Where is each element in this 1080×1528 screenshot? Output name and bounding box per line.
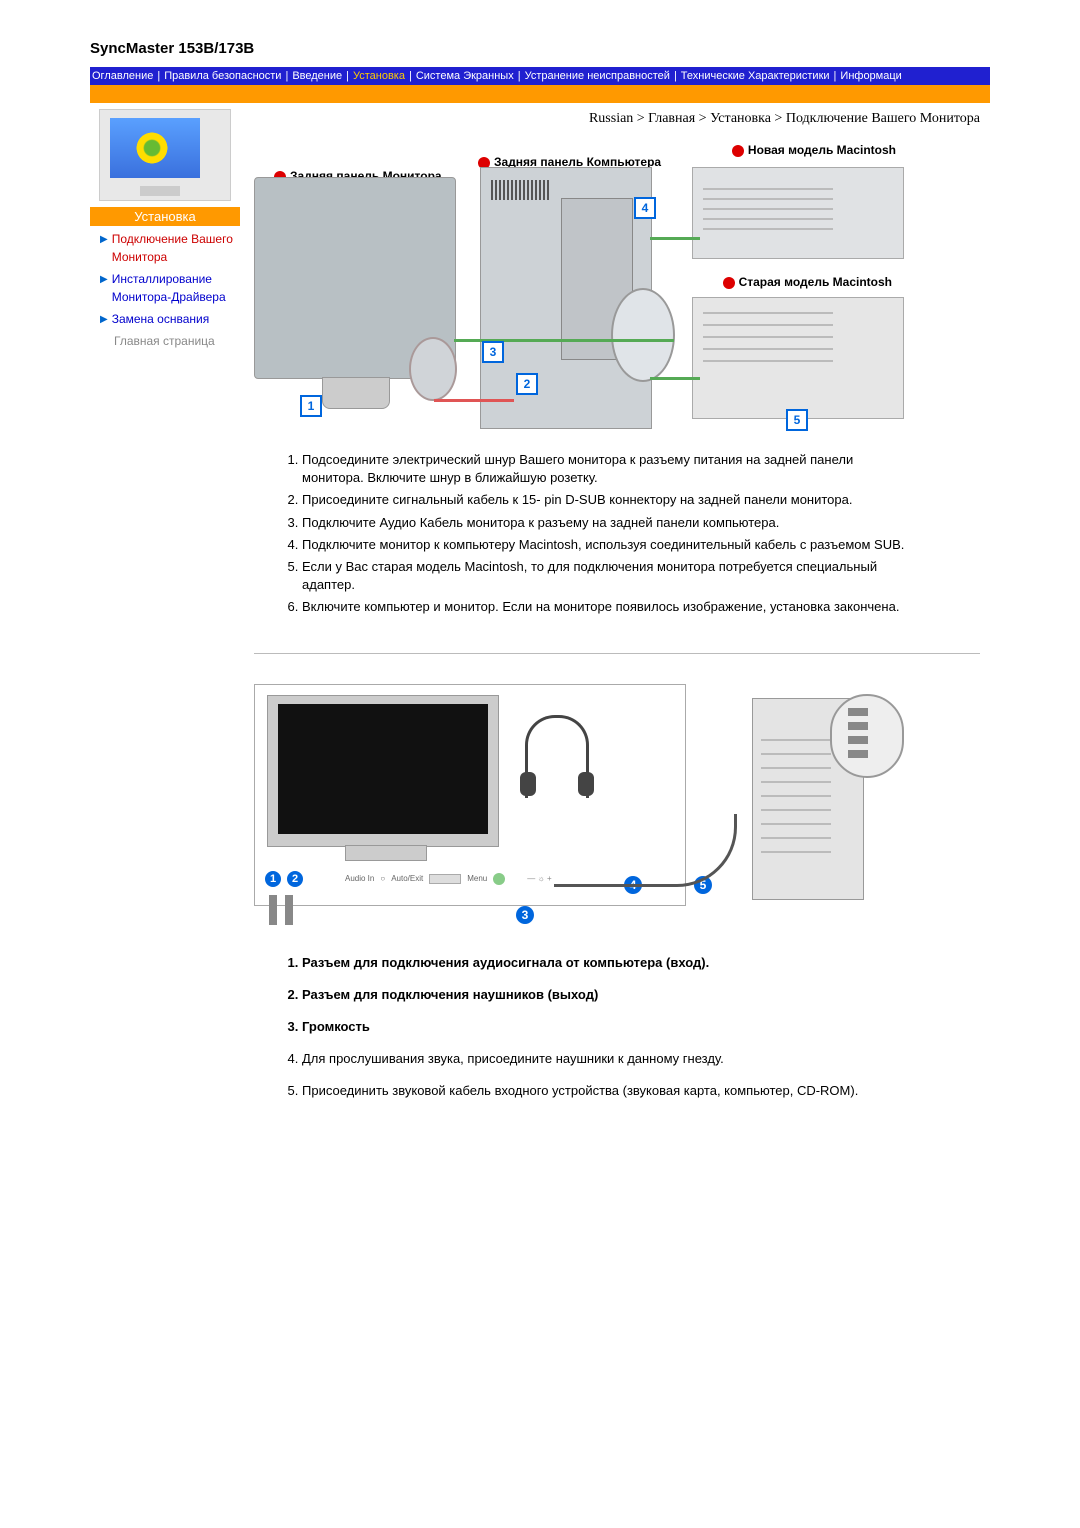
monitor-front-illustration: [267, 695, 499, 847]
sidebar-link[interactable]: Главная страница: [100, 332, 234, 350]
instruction-list-1: Подсоедините электрический шнур Вашего м…: [254, 451, 914, 617]
nav-item-active[interactable]: Установка: [351, 70, 407, 82]
sidebar-link[interactable]: ▶Подключение Вашего Монитора: [100, 230, 234, 266]
diagram-badge: 1: [300, 395, 322, 417]
headphone-icon: [525, 715, 589, 798]
sidebar-link[interactable]: ▶Инсталлирование Монитора-Драйвера: [100, 270, 234, 306]
zoom-circle: [830, 694, 904, 778]
sidebar: Установка ▶Подключение Вашего Монитора ▶…: [90, 103, 240, 1114]
breadcrumb: Russian > Главная > Установка > Подключе…: [254, 111, 980, 127]
nav-item[interactable]: Устранение неисправностей: [523, 70, 672, 82]
pc-back-illustration: [480, 167, 652, 429]
sidebar-thumbnail: [99, 109, 231, 201]
instruction-item: Подсоедините электрический шнур Вашего м…: [302, 451, 914, 487]
instruction-item: Разъем для подключения аудиосигнала от к…: [302, 954, 914, 972]
page-title: SyncMaster 153B/173B: [90, 40, 990, 57]
instruction-item: Если у Вас старая модель Macintosh, то д…: [302, 558, 914, 594]
connection-diagram: Задняя панель Монитора Задняя панель Ком…: [254, 137, 904, 437]
instruction-item: Подключите Аудио Кабель монитора к разъе…: [302, 514, 914, 532]
mac-old-illustration: [692, 297, 904, 419]
content-area: Russian > Главная > Установка > Подключе…: [240, 103, 990, 1114]
instruction-item: Разъем для подключения наушников (выход): [302, 986, 914, 1004]
diagram-badge: 5: [786, 409, 808, 431]
diagram-badge: 1: [265, 871, 281, 887]
diagram-badge: 3: [482, 341, 504, 363]
nav-item[interactable]: Введение: [290, 70, 344, 82]
instruction-list-2: Разъем для подключения аудиосигнала от к…: [254, 954, 914, 1101]
diagram-badge: 4: [634, 197, 656, 219]
sidebar-header: Установка: [90, 207, 240, 226]
top-navbar: Оглавление| Правила безопасности| Введен…: [90, 67, 990, 85]
instruction-item: Громкость: [302, 1018, 914, 1036]
section-separator: [254, 653, 980, 654]
nav-item[interactable]: Оглавление: [90, 70, 155, 82]
diagram-badge: 3: [516, 906, 534, 924]
sidebar-link[interactable]: ▶Замена оснвания: [100, 310, 234, 328]
orange-divider: [90, 85, 990, 103]
audio-diagram: 1 2 Audio In ○ Auto/Exit Menu . — ☼ +: [254, 684, 904, 934]
instruction-item: Включите компьютер и монитор. Если на мо…: [302, 598, 914, 616]
instruction-item: Присоединить звуковой кабель входного ус…: [302, 1082, 914, 1100]
instruction-item: Для прослушивания звука, присоедините на…: [302, 1050, 914, 1068]
nav-item[interactable]: Правила безопасности: [162, 70, 283, 82]
mac-new-illustration: [692, 167, 904, 259]
nav-item[interactable]: Информаци: [838, 70, 903, 82]
nav-item[interactable]: Технические Характеристики: [679, 70, 832, 82]
diagram-badge: 2: [516, 373, 538, 395]
instruction-item: Присоедините сигнальный кабель к 15- pin…: [302, 491, 914, 509]
nav-item[interactable]: Система Экранных: [414, 70, 516, 82]
instruction-item: Подключите монитор к компьютеру Macintos…: [302, 536, 914, 554]
diagram-badge: 2: [287, 871, 303, 887]
